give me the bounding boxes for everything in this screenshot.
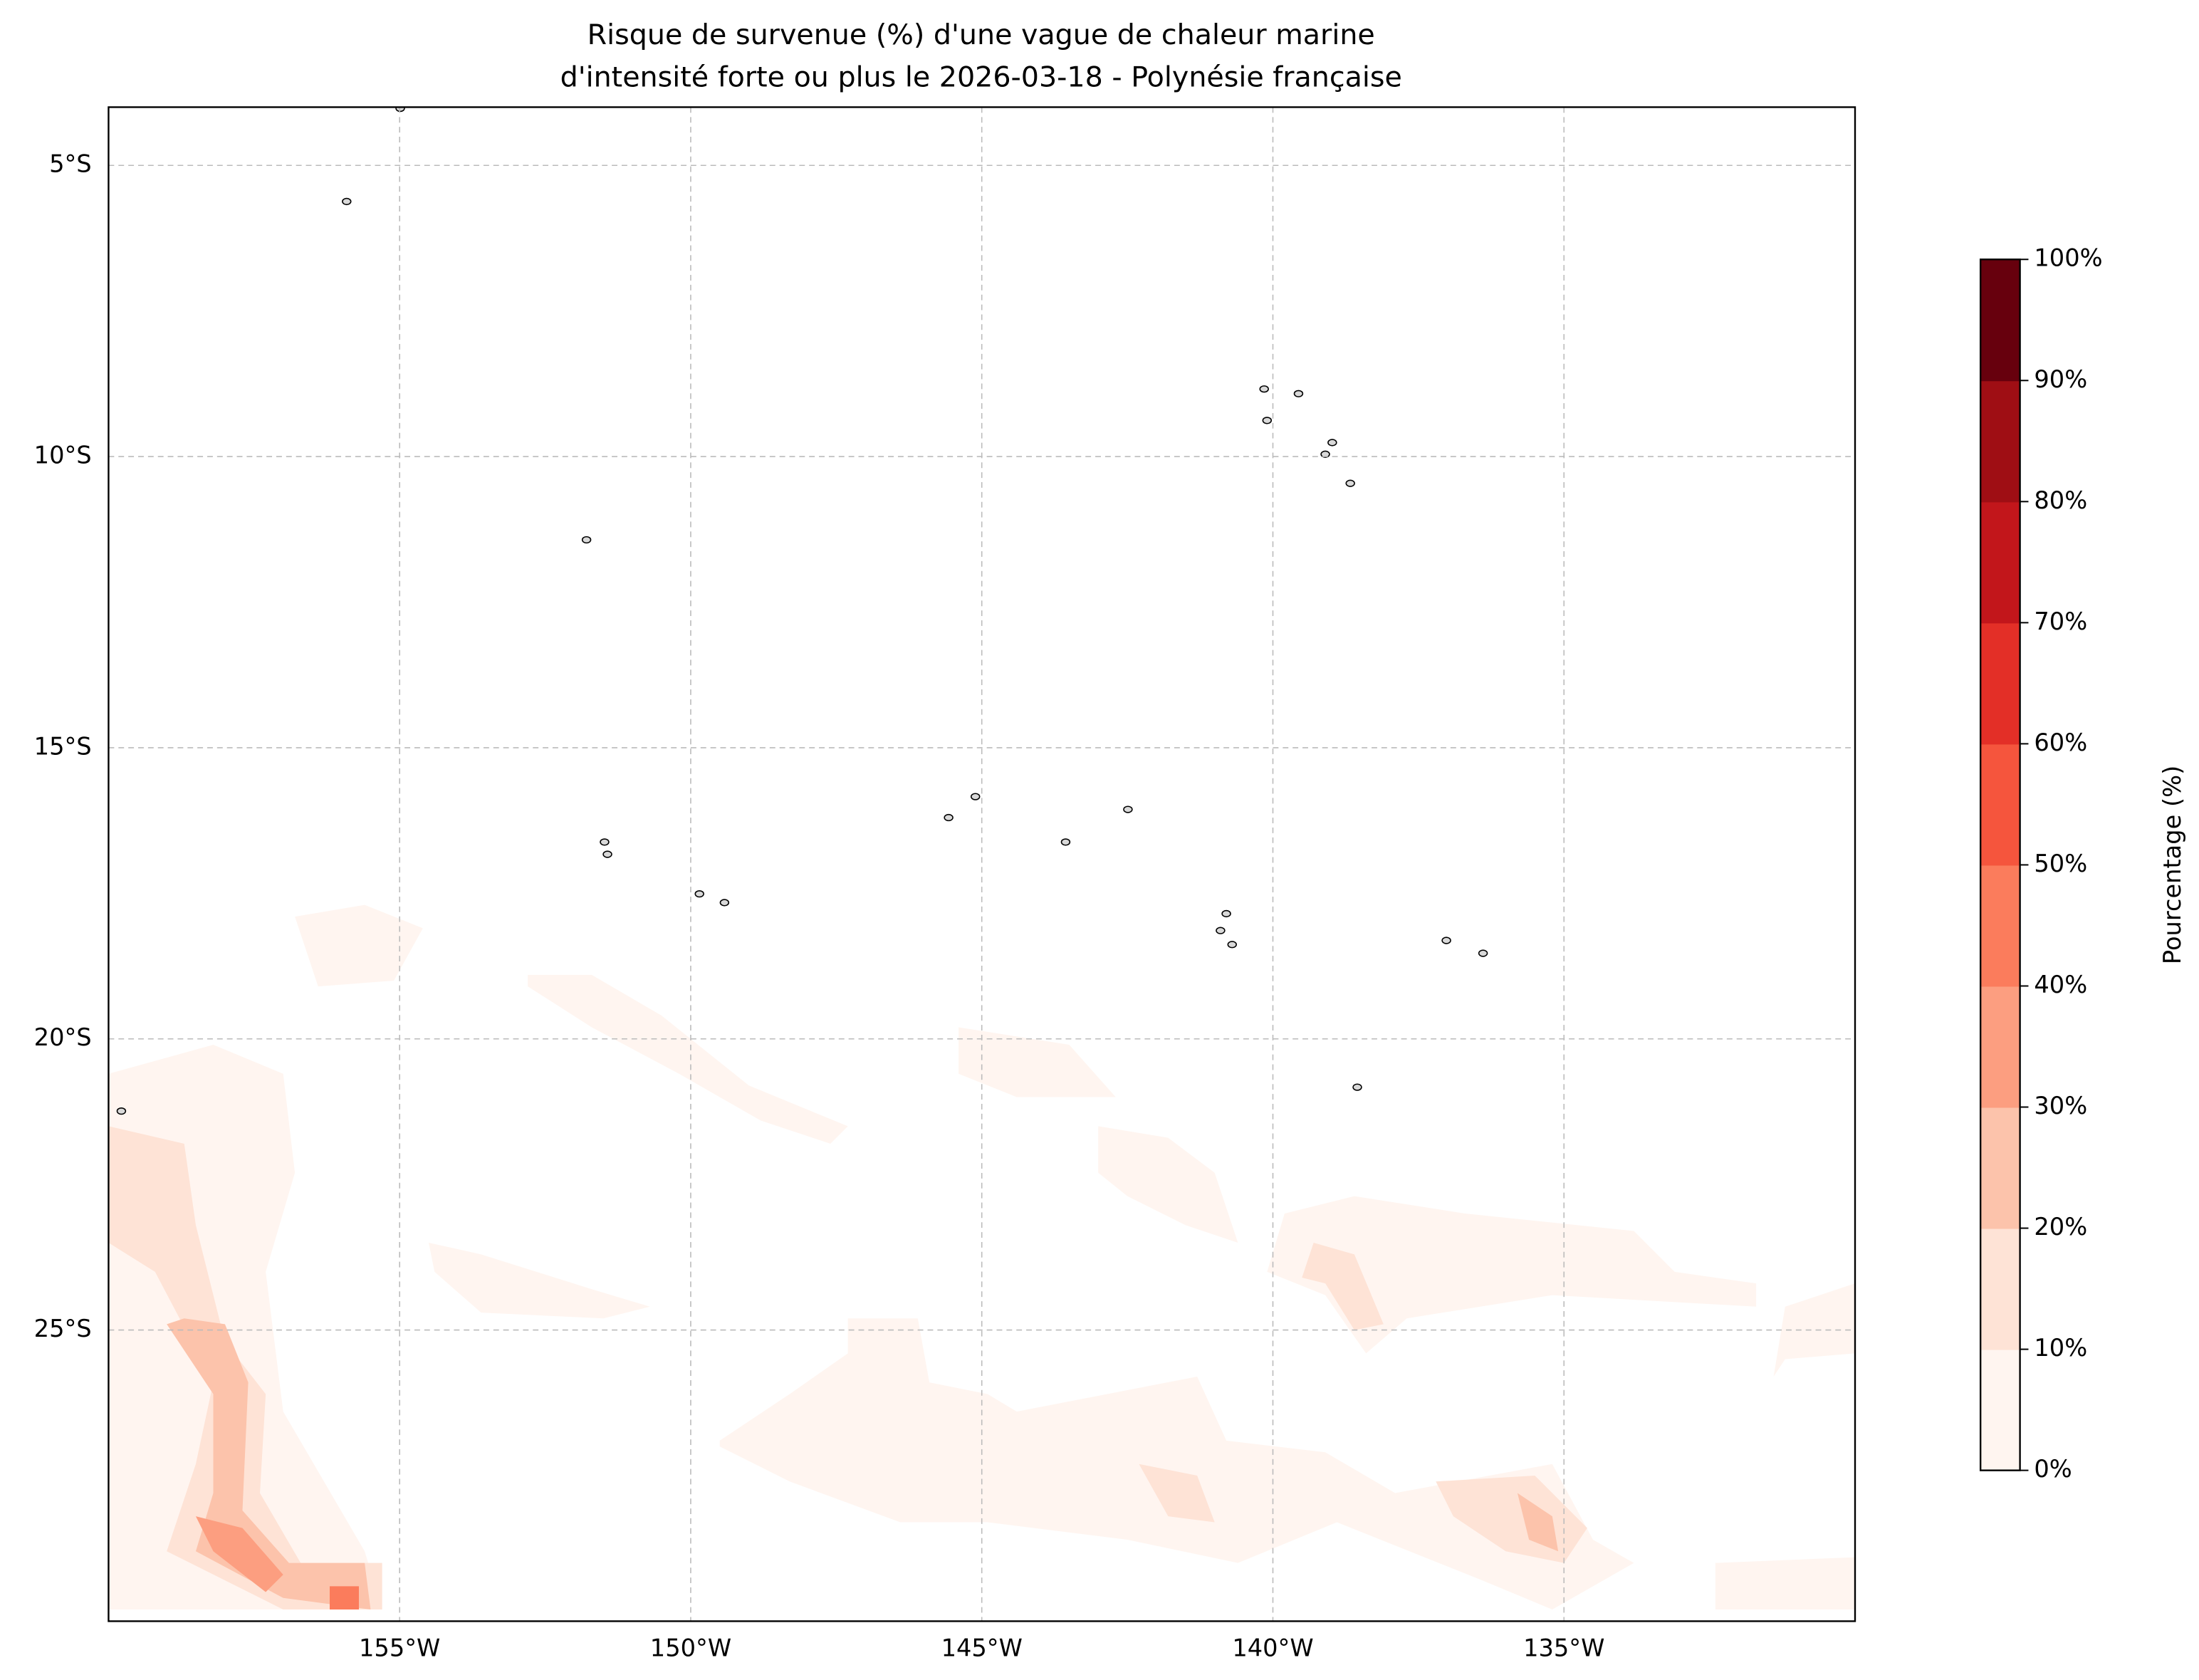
contour-region — [428, 1242, 650, 1319]
chart-title: d'intensité forte ou plus le 2026-03-18 … — [560, 61, 1402, 93]
island — [1478, 949, 1488, 957]
colorbar-segment — [1980, 1107, 2020, 1229]
colorbar-segment — [1980, 1228, 2020, 1350]
contour-region — [959, 1027, 1116, 1097]
contour-region — [330, 1586, 359, 1610]
colorbar-tick-label: 60% — [2034, 729, 2087, 756]
contour-region — [108, 1126, 382, 1610]
island — [1262, 417, 1273, 424]
contour-region — [528, 974, 848, 1144]
x-tick-label: 140°W — [1232, 1634, 1313, 1662]
colorbar-tick-label: 10% — [2034, 1334, 2087, 1362]
colorbar-tick-label: 40% — [2034, 971, 2087, 998]
colorbar-tick-label: 50% — [2034, 850, 2087, 877]
y-tick-label: 20°S — [34, 1023, 92, 1051]
colorbar-tick-label: 20% — [2034, 1213, 2087, 1241]
x-tick-label: 145°W — [941, 1634, 1023, 1662]
colorbar-segment — [1980, 622, 2020, 745]
colorbar-label: Pourcentage (%) — [2158, 766, 2186, 964]
island — [602, 850, 612, 858]
island — [342, 197, 352, 206]
contour-region — [295, 904, 423, 987]
y-tick-label: 15°S — [34, 732, 92, 760]
y-tick-label: 10°S — [34, 442, 92, 469]
plot-frame — [108, 106, 1856, 1622]
island — [1259, 385, 1269, 393]
contour-region — [1098, 1126, 1238, 1243]
chart-title: Risque de survenue (%) d'une vague de ch… — [587, 19, 1375, 51]
contour-region — [1773, 1283, 1856, 1377]
island — [116, 1107, 127, 1115]
contour-region — [1715, 1557, 1856, 1610]
colorbar-tick-label: 90% — [2034, 365, 2087, 393]
island — [1327, 439, 1337, 447]
island — [944, 813, 954, 822]
colorbar-segment — [1980, 1349, 2020, 1471]
y-tick-label: 5°S — [49, 150, 92, 178]
colorbar-segment — [1980, 865, 2020, 987]
x-tick-label: 155°W — [359, 1634, 440, 1662]
contour-region — [1517, 1493, 1559, 1552]
contour-region — [719, 1318, 1634, 1610]
island — [1352, 1083, 1362, 1091]
island — [694, 890, 704, 898]
y-tick-label: 25°S — [34, 1315, 92, 1342]
colorbar-tick-label: 100% — [2034, 244, 2102, 272]
contour-region — [1139, 1464, 1215, 1523]
island — [581, 536, 592, 544]
x-tick-label: 135°W — [1523, 1634, 1604, 1662]
contour-region — [1302, 1242, 1384, 1330]
island — [1123, 805, 1133, 813]
colorbar-segment — [1980, 259, 2020, 382]
contour-region — [1267, 1196, 1757, 1354]
x-tick-label: 150°W — [650, 1634, 731, 1662]
overlay: 155°W 150°W 145°W 140°W 135°W 5°S 10°S 15°S 20°S… — [34, 106, 2186, 1662]
island — [1441, 936, 1451, 944]
colorbar-tick-label: 0% — [2034, 1455, 2072, 1483]
colorbar-segment — [1980, 380, 2020, 503]
colorbar-segment — [1980, 744, 2020, 866]
contour-region — [195, 1516, 283, 1592]
map-area — [108, 107, 1856, 1610]
island — [1345, 479, 1355, 487]
colorbar-tick-label: 70% — [2034, 607, 2087, 635]
island — [1320, 450, 1330, 458]
island — [970, 793, 981, 800]
island — [1060, 838, 1071, 846]
island — [1227, 941, 1237, 949]
island — [395, 107, 405, 113]
colorbar-segment — [1980, 501, 2020, 624]
island — [1216, 927, 1226, 934]
island — [1293, 390, 1304, 397]
colorbar-segment — [1980, 986, 2020, 1108]
colorbar-tick-label: 80% — [2034, 486, 2087, 514]
island — [719, 899, 730, 907]
island — [1221, 909, 1231, 918]
island — [600, 838, 610, 846]
colorbar-tick-label: 30% — [2034, 1092, 2087, 1120]
